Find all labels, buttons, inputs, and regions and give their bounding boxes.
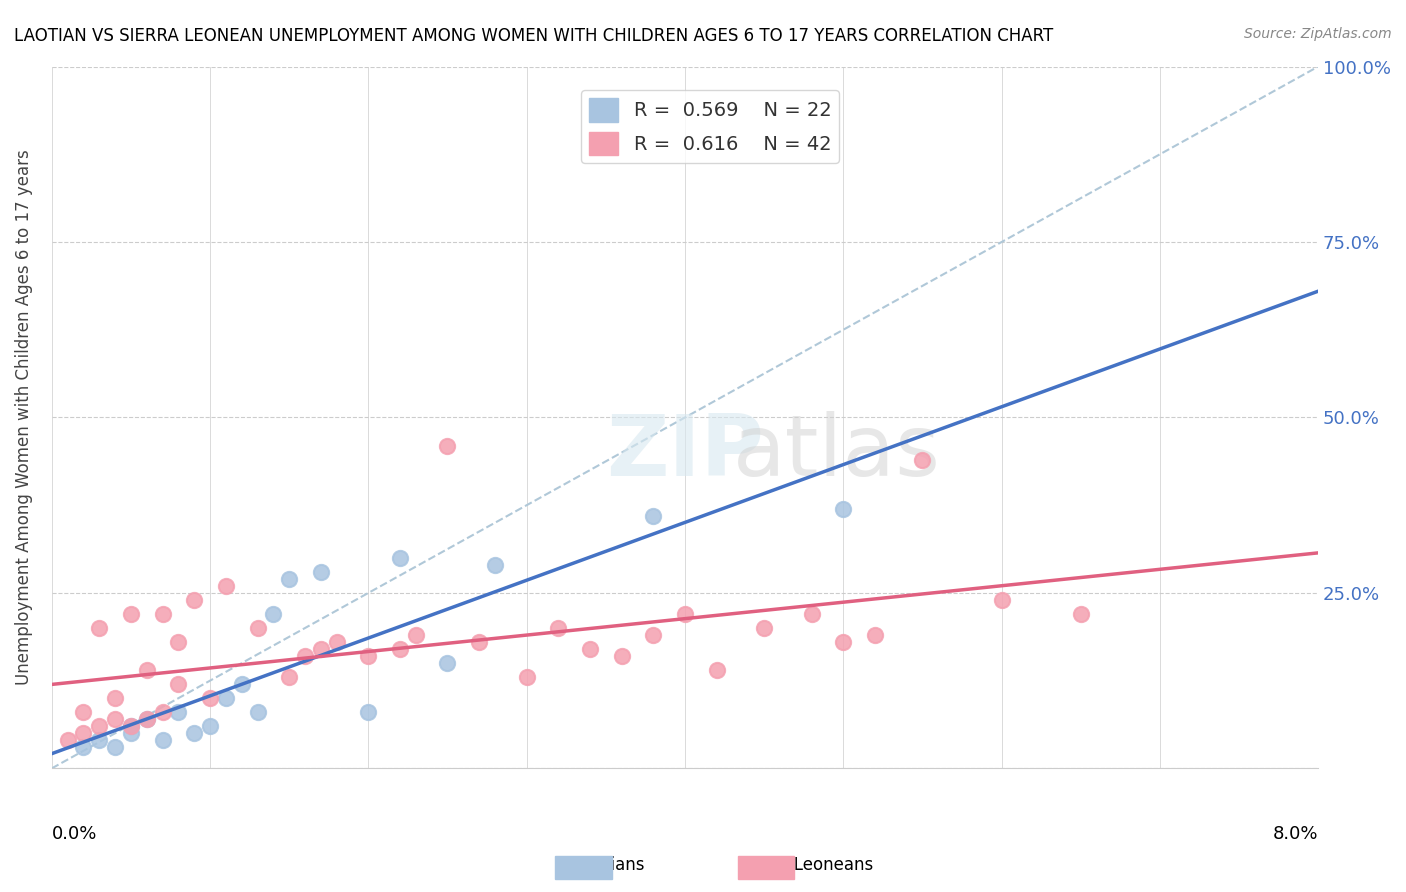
Point (215, 691, 238, 706)
Point (1070, 607, 1092, 621)
Point (990, 593, 1012, 607)
Point (388, 550, 411, 565)
Point (911, 452, 934, 467)
Point (167, 677, 190, 691)
Point (262, 607, 284, 621)
Point (135, 663, 157, 677)
Text: ZIP: ZIP (606, 411, 763, 494)
Legend: R =  0.569    N = 22, R =  0.616    N = 42: R = 0.569 N = 22, R = 0.616 N = 42 (581, 90, 839, 163)
Point (468, 635, 491, 649)
Point (357, 649, 380, 664)
Point (89, 719, 111, 733)
Point (516, 670, 538, 684)
Point (72, 726, 94, 740)
Point (673, 607, 696, 621)
Text: Sierra Leoneans: Sierra Leoneans (730, 856, 873, 874)
Point (643, 508, 665, 523)
Y-axis label: Unemployment Among Women with Children Ages 6 to 17 years: Unemployment Among Women with Children A… (15, 150, 32, 685)
Point (309, 642, 332, 657)
Text: LAOTIAN VS SIERRA LEONEAN UNEMPLOYMENT AMONG WOMEN WITH CHILDREN AGES 6 TO 17 YE: LAOTIAN VS SIERRA LEONEAN UNEMPLOYMENT A… (14, 27, 1053, 45)
Point (325, 635, 347, 649)
Point (215, 579, 238, 593)
Point (832, 635, 855, 649)
Point (863, 628, 886, 642)
Point (610, 649, 633, 664)
Text: Source: ZipAtlas.com: Source: ZipAtlas.com (1244, 27, 1392, 41)
Point (800, 607, 823, 621)
Point (436, 439, 458, 453)
Point (152, 607, 174, 621)
Point (436, 656, 458, 670)
Point (832, 501, 855, 516)
Point (104, 740, 127, 755)
Text: 0.0%: 0.0% (52, 824, 97, 843)
Point (135, 712, 157, 726)
Point (198, 691, 221, 706)
Point (183, 726, 205, 740)
Point (198, 719, 221, 733)
Point (484, 558, 506, 572)
Point (294, 649, 316, 664)
Point (246, 705, 269, 719)
Text: 8.0%: 8.0% (1272, 824, 1319, 843)
Text: Laotians: Laotians (564, 856, 645, 874)
Point (547, 621, 569, 635)
Point (752, 621, 775, 635)
Point (167, 705, 190, 719)
Point (246, 621, 269, 635)
Point (120, 719, 142, 733)
Point (89, 621, 111, 635)
Point (643, 628, 665, 642)
Point (309, 565, 332, 579)
Point (405, 628, 427, 642)
Point (278, 572, 301, 586)
Point (706, 663, 728, 677)
Point (120, 726, 142, 740)
Point (104, 691, 127, 706)
Point (579, 642, 602, 657)
Text: atlas: atlas (733, 411, 941, 494)
Point (56, 733, 79, 747)
Point (152, 705, 174, 719)
Point (388, 642, 411, 657)
Point (231, 677, 253, 691)
Point (167, 635, 190, 649)
Point (120, 607, 142, 621)
Point (183, 593, 205, 607)
Point (278, 670, 301, 684)
Point (135, 712, 157, 726)
Point (89, 733, 111, 747)
Point (104, 712, 127, 726)
Point (120, 719, 142, 733)
Point (357, 705, 380, 719)
Point (72, 740, 94, 755)
Point (152, 733, 174, 747)
Point (72, 705, 94, 719)
